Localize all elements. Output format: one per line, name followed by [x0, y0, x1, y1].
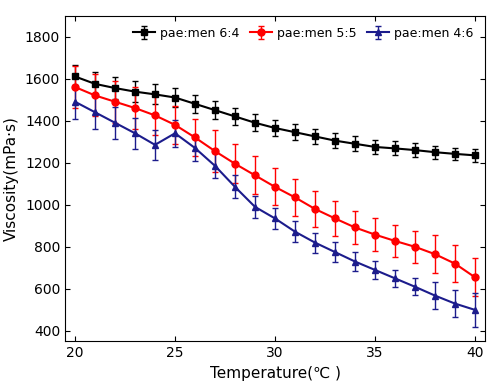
Legend: pae:men 6:4, pae:men 5:5, pae:men 4:6: pae:men 6:4, pae:men 5:5, pae:men 4:6 — [128, 22, 479, 45]
Y-axis label: Viscosity(mPa·s): Viscosity(mPa·s) — [4, 116, 20, 241]
X-axis label: Temperature(℃ ): Temperature(℃ ) — [210, 366, 340, 381]
